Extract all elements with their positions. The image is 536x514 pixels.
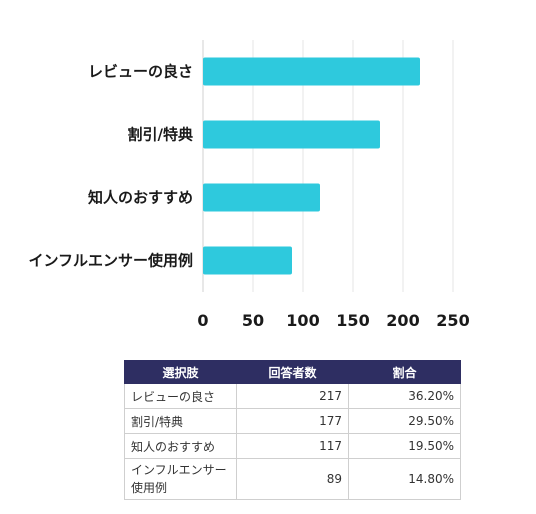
row-ratio: 29.50% [348,408,461,434]
row-choice: レビューの良さ [124,383,237,409]
row-count: 177 [236,408,349,434]
table-row: 知人のおすすめ 117 19.50% [124,433,461,459]
bar [203,183,320,212]
category-label: レビューの良さ [88,63,193,81]
row-count: 89 [236,458,349,500]
row-count: 217 [236,383,349,409]
row-choice-line1: インフルエンサー [131,463,227,477]
results-table: 選択肢 回答者数 割合 レビューの良さ 217 36.20% 割引/特典 177… [124,360,461,500]
category-label: 知人のおすすめ [88,189,193,207]
row-ratio: 19.50% [348,433,461,459]
chart-bars [203,57,420,275]
x-tick-label: 150 [336,311,369,330]
row-choice: 知人のおすすめ [124,433,237,459]
row-choice: 割引/特典 [124,408,237,434]
x-tick-label: 200 [386,311,419,330]
x-tick-label: 0 [197,311,208,330]
bar [203,57,420,86]
bar [203,120,380,149]
header-choice: 選択肢 [124,360,237,384]
table-row: インフルエンサー 使用例 89 14.80% [124,458,461,500]
x-tick-label: 250 [436,311,469,330]
row-ratio: 36.20% [348,383,461,409]
bar [203,246,292,275]
header-ratio: 割合 [348,360,461,384]
x-axis-tick-labels: 0 50 100 150 200 250 [197,311,469,330]
table-row: レビューの良さ 217 36.20% [124,383,461,409]
x-tick-label: 100 [286,311,319,330]
table-row: 割引/特典 177 29.50% [124,408,461,434]
row-choice: インフルエンサー 使用例 [124,458,237,500]
row-choice-line2: 使用例 [131,481,168,495]
category-label: インフルエンサー使用例 [28,252,193,270]
x-tick-label: 50 [242,311,264,330]
header-count: 回答者数 [236,360,349,384]
row-ratio: 14.80% [348,458,461,500]
category-label: 割引/特典 [128,126,193,144]
table-header-row: 選択肢 回答者数 割合 [124,360,461,384]
row-count: 117 [236,433,349,459]
